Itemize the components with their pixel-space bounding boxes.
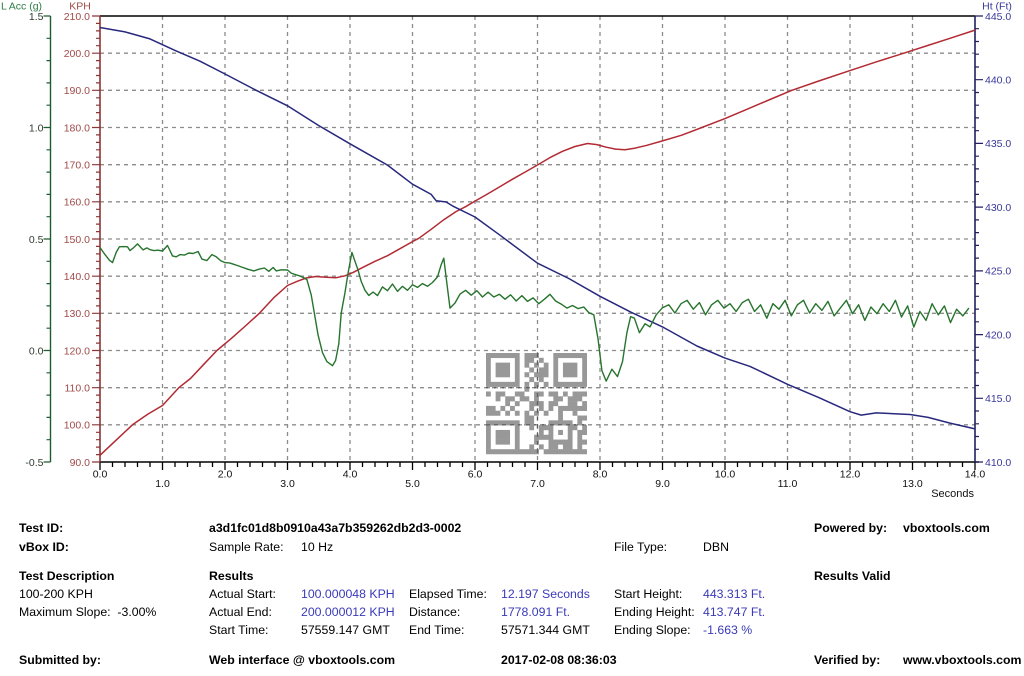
svg-text:12.0: 12.0 [840, 468, 861, 480]
svg-text:160.0: 160.0 [64, 197, 90, 209]
svg-text:1.0: 1.0 [29, 122, 44, 134]
svg-text:110.0: 110.0 [65, 383, 91, 395]
svg-text:13.0: 13.0 [902, 478, 923, 490]
svg-text:120.0: 120.0 [64, 345, 90, 357]
svg-text:425.0: 425.0 [985, 266, 1011, 278]
svg-text:130.0: 130.0 [64, 308, 90, 320]
svg-text:3.0: 3.0 [280, 478, 295, 490]
svg-text:0.0: 0.0 [93, 468, 108, 480]
svg-text:KPH: KPH [69, 1, 91, 13]
svg-text:6.0: 6.0 [468, 468, 483, 480]
svg-text:415.0: 415.0 [985, 393, 1011, 405]
svg-text:90.0: 90.0 [70, 457, 91, 469]
svg-text:210.0: 210.0 [64, 11, 90, 23]
svg-text:10.0: 10.0 [715, 468, 736, 480]
svg-text:2.0: 2.0 [218, 468, 233, 480]
svg-text:-0.5: -0.5 [25, 457, 43, 469]
svg-text:0.5: 0.5 [29, 234, 44, 246]
svg-text:0.0: 0.0 [29, 345, 44, 357]
svg-text:430.0: 430.0 [985, 202, 1011, 214]
svg-text:8.0: 8.0 [593, 468, 608, 480]
svg-text:11.0: 11.0 [778, 478, 798, 490]
svg-text:410.0: 410.0 [985, 457, 1011, 469]
svg-text:150.0: 150.0 [64, 234, 90, 246]
svg-text:1.5: 1.5 [29, 11, 44, 23]
svg-text:5.0: 5.0 [405, 478, 420, 490]
svg-text:4.0: 4.0 [343, 468, 358, 480]
svg-text:190.0: 190.0 [64, 85, 90, 97]
svg-text:435.0: 435.0 [985, 138, 1011, 150]
svg-text:14.0: 14.0 [965, 468, 986, 480]
svg-text:7.0: 7.0 [530, 478, 545, 490]
svg-text:100.0: 100.0 [64, 420, 90, 432]
svg-text:440.0: 440.0 [985, 75, 1011, 87]
svg-text:Seconds: Seconds [931, 488, 974, 500]
svg-text:1.0: 1.0 [155, 478, 170, 490]
svg-text:9.0: 9.0 [655, 478, 670, 490]
svg-text:200.0: 200.0 [64, 48, 90, 60]
svg-text:Ht (Ft): Ht (Ft) [982, 1, 1012, 13]
svg-text:L Acc (g): L Acc (g) [1, 1, 42, 13]
svg-text:180.0: 180.0 [64, 122, 90, 134]
svg-text:445.0: 445.0 [985, 11, 1011, 23]
svg-text:140.0: 140.0 [64, 271, 90, 283]
svg-text:420.0: 420.0 [985, 329, 1011, 341]
svg-text:170.0: 170.0 [64, 160, 90, 172]
